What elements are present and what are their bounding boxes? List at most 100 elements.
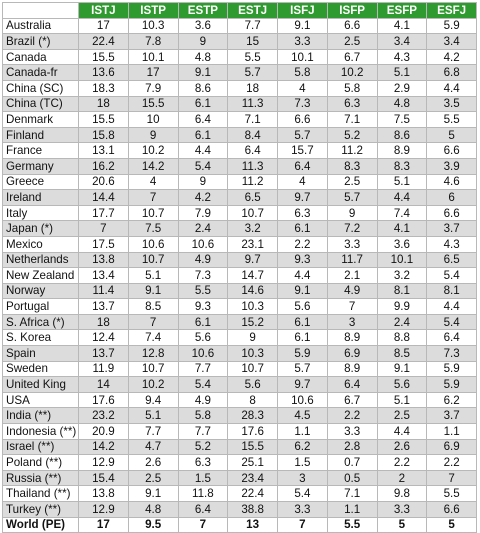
value-cell: 4.4 bbox=[177, 142, 229, 159]
value-cell: 6.8 bbox=[426, 64, 477, 81]
value-cell: 4.8 bbox=[376, 95, 428, 113]
country-cell: Portugal bbox=[2, 298, 79, 315]
value-cell: 3.2 bbox=[227, 220, 278, 237]
country-cell: Finland bbox=[2, 126, 79, 144]
total-value-cell: 13 bbox=[227, 516, 278, 533]
value-cell: 3.7 bbox=[426, 407, 477, 425]
value-cell: 14.2 bbox=[127, 157, 179, 175]
header-esfj: ESFJ bbox=[426, 2, 477, 19]
value-cell: 4.4 bbox=[426, 298, 477, 315]
value-cell: 9.3 bbox=[277, 251, 328, 269]
value-cell: 13.8 bbox=[78, 485, 129, 502]
table-row: India (**) 23.2 5.1 5.8 28.3 4.5 2.2 2.5 3.7 bbox=[2, 407, 477, 425]
value-cell: 7.8 bbox=[127, 33, 179, 50]
table-row: New Zealand 13.4 5.1 7.3 14.7 4.4 2.1 3.2 5.4 bbox=[2, 267, 477, 284]
value-cell: 11.2 bbox=[227, 173, 278, 191]
table-row: S. Korea 12.4 7.4 5.6 9 6.1 8.9 8.8 6.4 bbox=[2, 329, 477, 347]
value-cell: 4.3 bbox=[426, 235, 477, 253]
value-cell: 6.1 bbox=[277, 329, 328, 347]
value-cell: 10.6 bbox=[277, 391, 328, 409]
country-cell: Spain bbox=[2, 345, 79, 362]
value-cell: 14 bbox=[78, 376, 129, 393]
value-cell: 12.8 bbox=[127, 345, 179, 362]
country-cell: S. Korea bbox=[2, 329, 79, 347]
table-row: Norway 11.4 9.1 5.5 14.6 9.1 4.9 8.1 8.1 bbox=[2, 282, 477, 300]
value-cell: 6.4 bbox=[227, 142, 278, 159]
value-cell: 9.1 bbox=[376, 360, 428, 378]
value-cell: 6 bbox=[426, 189, 477, 206]
table-row: Canada 15.5 10.1 4.8 5.5 10.1 6.7 4.3 4.2 bbox=[2, 48, 477, 66]
value-cell: 5.4 bbox=[426, 313, 477, 331]
value-cell: 9 bbox=[127, 126, 179, 144]
value-cell: 13.1 bbox=[78, 142, 129, 159]
value-cell: 7.5 bbox=[127, 220, 179, 237]
value-cell: 5.6 bbox=[227, 376, 278, 393]
value-cell: 5.1 bbox=[376, 391, 428, 409]
value-cell: 0.5 bbox=[326, 469, 378, 487]
value-cell: 6.6 bbox=[426, 501, 477, 518]
value-cell: 9.4 bbox=[127, 391, 179, 409]
value-cell: 4.1 bbox=[376, 220, 428, 237]
value-cell: 6.4 bbox=[177, 111, 229, 128]
value-cell: 7.9 bbox=[177, 204, 229, 222]
value-cell: 10.2 bbox=[127, 376, 179, 393]
value-cell: 5.9 bbox=[426, 360, 477, 378]
value-cell: 13.4 bbox=[78, 267, 129, 284]
value-cell: 5.4 bbox=[277, 485, 328, 502]
value-cell: 6.6 bbox=[326, 17, 378, 35]
value-cell: 10.3 bbox=[127, 17, 179, 35]
total-value-cell: 5 bbox=[426, 516, 477, 533]
value-cell: 10.6 bbox=[177, 235, 229, 253]
value-cell: 5.5 bbox=[227, 48, 278, 66]
value-cell: 14.6 bbox=[227, 282, 278, 300]
value-cell: 10.1 bbox=[277, 48, 328, 66]
value-cell: 7 bbox=[127, 189, 179, 206]
value-cell: 15.5 bbox=[127, 95, 179, 113]
value-cell: 5.6 bbox=[177, 329, 229, 347]
value-cell: 23.1 bbox=[227, 235, 278, 253]
value-cell: 4.4 bbox=[426, 79, 477, 97]
value-cell: 4.2 bbox=[426, 48, 477, 66]
value-cell: 7.7 bbox=[177, 360, 229, 378]
country-cell: Japan (*) bbox=[2, 220, 79, 237]
value-cell: 16.2 bbox=[78, 157, 129, 175]
table-row: Russia (**) 15.4 2.5 1.5 23.4 3 0.5 2 7 bbox=[2, 469, 477, 487]
table-row: Denmark 15.5 10 6.4 7.1 6.6 7.1 7.5 5.5 bbox=[2, 111, 477, 128]
value-cell: 13.6 bbox=[78, 64, 129, 81]
value-cell: 3 bbox=[277, 469, 328, 487]
value-cell: 22.4 bbox=[227, 485, 278, 502]
value-cell: 8.9 bbox=[376, 142, 428, 159]
value-cell: 7.1 bbox=[227, 111, 278, 128]
value-cell: 5.6 bbox=[376, 376, 428, 393]
value-cell: 5.5 bbox=[177, 282, 229, 300]
value-cell: 2.2 bbox=[326, 407, 378, 425]
value-cell: 3.5 bbox=[426, 95, 477, 113]
value-cell: 8.5 bbox=[127, 298, 179, 315]
value-cell: 6.6 bbox=[426, 142, 477, 159]
value-cell: 7.1 bbox=[326, 111, 378, 128]
value-cell: 5.4 bbox=[177, 376, 229, 393]
value-cell: 1.5 bbox=[277, 454, 328, 471]
value-cell: 3.3 bbox=[326, 235, 378, 253]
value-cell: 7.7 bbox=[127, 423, 179, 440]
value-cell: 8.9 bbox=[326, 360, 378, 378]
value-cell: 5 bbox=[426, 126, 477, 144]
country-cell: Russia (**) bbox=[2, 469, 79, 487]
value-cell: 9 bbox=[177, 173, 229, 191]
value-cell: 6.1 bbox=[177, 126, 229, 144]
value-cell: 5.5 bbox=[426, 111, 477, 128]
value-cell: 5.5 bbox=[426, 485, 477, 502]
value-cell: 3.3 bbox=[376, 501, 428, 518]
value-cell: 18 bbox=[78, 313, 129, 331]
value-cell: 8.9 bbox=[326, 329, 378, 347]
value-cell: 7.7 bbox=[177, 423, 229, 440]
value-cell: 7.3 bbox=[277, 95, 328, 113]
value-cell: 5.1 bbox=[127, 407, 179, 425]
country-cell: Canada-fr bbox=[2, 64, 79, 81]
value-cell: 9 bbox=[177, 33, 229, 50]
value-cell: 5.1 bbox=[127, 267, 179, 284]
value-cell: 5.7 bbox=[227, 64, 278, 81]
value-cell: 18 bbox=[78, 95, 129, 113]
table-row: Brazil (*) 22.4 7.8 9 15 3.3 2.5 3.4 3.4 bbox=[2, 33, 477, 50]
